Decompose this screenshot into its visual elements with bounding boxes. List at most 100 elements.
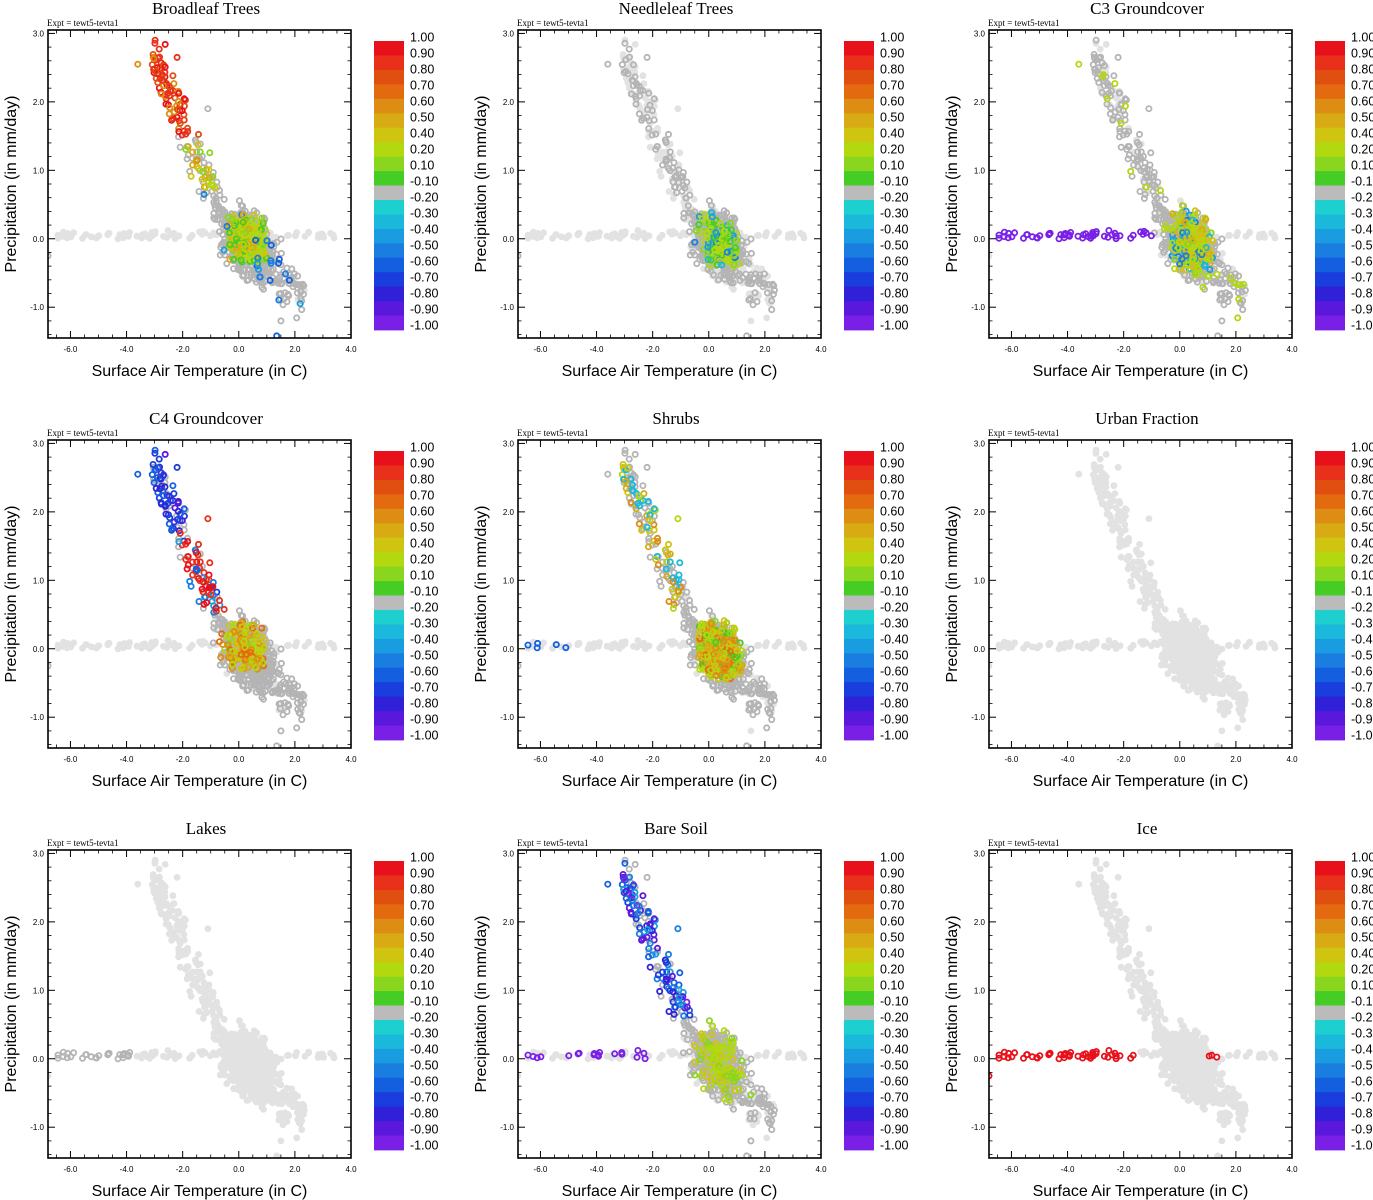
scatter-point-insignificant (1091, 55, 1099, 63)
scatter-point-insignificant (267, 266, 275, 274)
y-tick-label: -1.0 (30, 303, 44, 312)
scatter-point-missing (138, 234, 146, 242)
scatter-point (1036, 232, 1044, 240)
scatter-point (195, 597, 203, 605)
colorbar-label: 0.90 (410, 47, 434, 61)
colorbar-label: -1.00 (1351, 319, 1373, 333)
scatter-point (1178, 201, 1186, 209)
scatter-point-insignificant (1133, 138, 1141, 146)
scatter-point (1191, 207, 1199, 215)
scatter-point-missing (105, 639, 113, 647)
scatter-point-insignificant (682, 194, 690, 202)
colorbar-label: 1.00 (880, 31, 904, 45)
colorbar-label: -0.90 (880, 303, 909, 317)
scatter-point-insignificant (629, 61, 637, 69)
x-tick-label: 0.0 (703, 345, 715, 354)
scatter-point (151, 39, 159, 47)
scatter-point (152, 484, 160, 492)
scatter-point (182, 145, 190, 153)
scatter-point-missing (116, 231, 124, 239)
y-tick-label: 0.0 (974, 235, 986, 244)
scatter-point-missing (799, 231, 807, 239)
scatter-point (207, 181, 215, 189)
scatter-point (203, 599, 211, 607)
scatter-point-insignificant (1109, 116, 1117, 124)
scatter-point-insignificant (604, 60, 612, 68)
scatter-point-insignificant (254, 675, 262, 683)
scatter-point-missing (1157, 251, 1165, 259)
scatter-point (260, 636, 268, 644)
scatter-point-insignificant (269, 248, 277, 256)
scatter-point (1226, 274, 1234, 282)
scatter-point-insignificant (261, 687, 269, 695)
scatter-point-missing (1225, 232, 1232, 240)
colorbar-swatch (374, 451, 404, 466)
scatter-point-insignificant (745, 259, 753, 267)
colorbar-swatch (844, 199, 874, 215)
colorbar-swatch (844, 69, 874, 85)
scatter-point (1067, 228, 1075, 236)
scatter-point (253, 630, 261, 638)
x-tick-label: -4.0 (590, 345, 604, 354)
scatter-point-insignificant (1239, 306, 1247, 314)
scatter-point-missing (565, 642, 573, 650)
colorbar-label: 0.70 (410, 79, 434, 93)
colorbar-label: 0.50 (410, 521, 434, 535)
scatter-points (48, 36, 338, 338)
scatter-point-insignificant (284, 290, 292, 298)
colorbar-swatch (1315, 55, 1345, 71)
colorbar-swatch (844, 171, 874, 186)
scatter-point-insignificant (216, 205, 224, 213)
colorbar-label: 0.20 (1351, 143, 1373, 157)
colorbar-label: 0.80 (1351, 63, 1373, 77)
scatter-point-insignificant (729, 279, 737, 287)
scatter-point-insignificant (1140, 194, 1148, 202)
scatter-point-insignificant (707, 201, 715, 209)
scatter-point-insignificant (664, 130, 672, 138)
x-axis-label: Surface Air Temperature (in C) (92, 363, 308, 380)
colorbar-label: -0.40 (1351, 223, 1373, 237)
scatter-point-insignificant (1153, 194, 1161, 202)
scatter-point (275, 255, 283, 263)
scatter-point-insignificant (280, 684, 288, 692)
colorbar-swatch (844, 127, 874, 143)
scatter-point (230, 255, 238, 263)
scatter-point-insignificant (294, 705, 302, 713)
colorbar-swatch (844, 185, 874, 201)
scatter-point-insignificant (751, 289, 759, 297)
scatter-point-missing (207, 642, 214, 650)
scatter-point-insignificant (662, 155, 670, 163)
colorbar-label: -1.00 (410, 319, 439, 333)
scatter-point (731, 244, 739, 252)
scatter-point-missing (305, 228, 312, 236)
colorbar-swatch (374, 508, 404, 524)
scatter-point (1180, 218, 1188, 226)
x-tick-label: -2.0 (176, 345, 190, 354)
scatter-point (257, 226, 265, 234)
scatter-point (164, 499, 172, 507)
scatter-point-insignificant (288, 265, 296, 273)
scatter-point (1168, 210, 1176, 218)
colorbar-swatch (844, 301, 874, 316)
scatter-point-insignificant (1136, 187, 1144, 195)
scatter-point-insignificant (646, 553, 654, 561)
colorbar-swatch (374, 653, 404, 669)
scatter-point (1191, 271, 1199, 279)
scatter-point (205, 174, 213, 182)
scatter-point-insignificant (221, 618, 229, 626)
scatter-point (187, 172, 195, 180)
scatter-point-missing (596, 639, 603, 646)
scatter-point (995, 234, 1003, 242)
y-axis-label: Precipitation (in mm/day) (473, 96, 490, 273)
y-tick-label: 2.0 (503, 98, 515, 107)
scatter-point-missing (1246, 228, 1253, 236)
x-tick-label: 2.0 (1230, 345, 1242, 354)
colorbar-label: -0.20 (410, 601, 439, 615)
colorbar-label: -0.10 (410, 585, 439, 599)
colorbar-swatch (374, 624, 404, 640)
colorbar-swatch (374, 171, 404, 186)
colorbar-label: -0.10 (410, 175, 439, 189)
scatter-point (1187, 220, 1195, 228)
